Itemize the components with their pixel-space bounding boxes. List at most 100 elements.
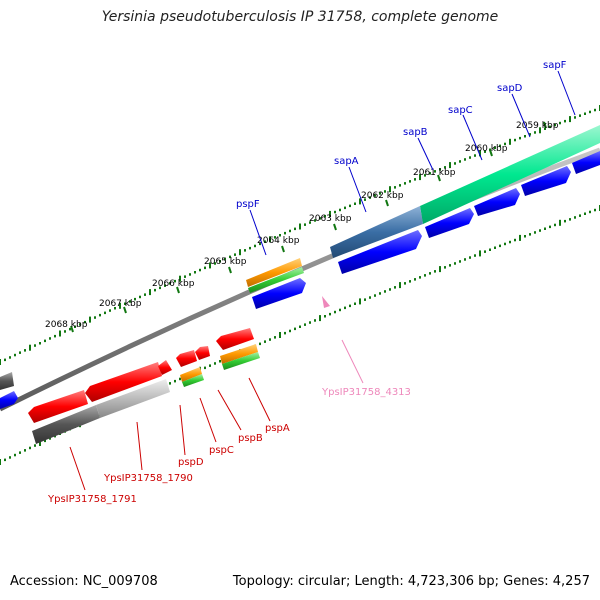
scale-dot <box>169 382 171 385</box>
scale-dot <box>289 329 291 333</box>
scale-dot <box>319 217 321 220</box>
cds-arrow[interactable] <box>195 346 210 360</box>
gene-label-pspA[interactable]: pspA <box>265 423 290 434</box>
scale-dot <box>234 253 236 256</box>
gene-block[interactable] <box>248 267 304 293</box>
cds-arrow[interactable] <box>158 360 172 375</box>
gene-block[interactable] <box>182 374 204 387</box>
scale-dot <box>384 290 386 293</box>
scale-dot <box>379 192 381 195</box>
scale-dot <box>169 282 171 285</box>
cds-arrow[interactable] <box>338 230 422 274</box>
scale-dot <box>19 451 21 454</box>
tick-label: 2066 kbp <box>152 279 195 289</box>
cds-arrow[interactable] <box>425 208 474 238</box>
gene-block[interactable] <box>420 125 600 224</box>
scale-dot <box>214 262 216 265</box>
scale-dot <box>414 178 416 181</box>
cds-arrow[interactable] <box>521 166 571 196</box>
gene-label-sapC[interactable]: sapC <box>448 105 473 116</box>
reverse-cds-track <box>28 328 254 423</box>
scale-dot <box>274 336 276 339</box>
scale-dot <box>29 344 31 351</box>
scale-dot <box>449 264 451 267</box>
gene-label-pspD[interactable]: pspD <box>178 457 204 468</box>
scale-dot <box>24 449 26 452</box>
scale-dot <box>429 272 431 275</box>
scale-dot <box>549 125 551 129</box>
scale-dot <box>424 174 426 177</box>
cds-arrow[interactable] <box>85 362 162 402</box>
scale-dot <box>344 206 346 210</box>
gene-label-YpsIP31758_4313[interactable]: YpsIP31758_4313 <box>321 387 411 398</box>
gene-block[interactable] <box>246 258 302 287</box>
gene-block[interactable] <box>32 405 100 444</box>
scale-dot <box>394 286 396 289</box>
scale-dot <box>504 142 506 146</box>
scale-dot <box>219 260 221 263</box>
gene-block[interactable] <box>96 379 170 418</box>
scale-dot <box>319 315 321 322</box>
inner-scale-dots <box>0 205 600 465</box>
cds-arrow[interactable] <box>216 328 254 350</box>
scale-dot <box>459 260 461 263</box>
scale-dot <box>34 444 36 447</box>
scale-dot <box>589 210 591 214</box>
scale-dot <box>164 284 166 287</box>
gene-label-YpsIP31758_1791[interactable]: YpsIP31758_1791 <box>47 494 137 505</box>
cds-arrow[interactable] <box>252 278 306 309</box>
scale-dot <box>524 235 526 238</box>
scale-dot <box>64 330 66 333</box>
gene-block[interactable] <box>330 206 423 258</box>
cds-arrow[interactable] <box>474 188 520 216</box>
scale-dot <box>329 312 331 316</box>
scale-dot <box>299 223 301 230</box>
gene-label-sapA[interactable]: sapA <box>334 156 359 167</box>
gene-block[interactable] <box>222 352 260 370</box>
scale-dot <box>344 306 346 310</box>
scale-dot <box>274 236 276 239</box>
scale-dot <box>179 275 181 282</box>
tick-label: 2065 kbp <box>204 257 247 267</box>
scale-dot <box>354 302 356 305</box>
gene-block[interactable] <box>180 367 202 382</box>
scale-dot <box>114 307 116 310</box>
scale-dot <box>339 208 341 212</box>
scale-dot <box>49 437 51 440</box>
misc-feature[interactable] <box>322 296 330 308</box>
tick-label: 2059 kbp <box>516 121 559 131</box>
scale-dot <box>244 249 246 252</box>
gene-block[interactable] <box>220 344 258 364</box>
cds-arrow[interactable] <box>572 151 600 174</box>
tick-label: 2063 kbp <box>309 214 352 224</box>
forward-gene-labels: sapF sapD sapC sapB sapA pspF <box>236 60 576 256</box>
gene-label-sapF[interactable]: sapF <box>543 60 567 71</box>
gene-label-sapD[interactable]: sapD <box>497 83 523 94</box>
cds-arrow[interactable] <box>28 390 88 423</box>
scale-dot <box>474 254 476 257</box>
scale-dot <box>249 246 251 250</box>
cds-arrow[interactable] <box>0 391 18 409</box>
scale-dot <box>474 154 476 157</box>
scale-dot <box>464 158 466 161</box>
scale-dot <box>509 138 511 145</box>
gene-label-pspF[interactable]: pspF <box>236 199 260 210</box>
gene-label-pspB[interactable]: pspB <box>238 433 263 444</box>
scale-dot <box>454 262 456 265</box>
scale-dot <box>489 148 491 151</box>
scale-dot <box>414 278 416 281</box>
scale-dot <box>99 313 101 317</box>
scale-dot <box>294 327 296 331</box>
gene-label-sapB[interactable]: sapB <box>403 127 428 138</box>
cds-arrow[interactable] <box>176 350 197 367</box>
gene-block[interactable] <box>0 372 14 390</box>
tick-mark <box>437 174 441 182</box>
scale-dot <box>389 186 391 193</box>
scale-dot <box>209 262 211 269</box>
scale-dot <box>574 116 576 119</box>
gene-label-YpsIP31758_1790[interactable]: YpsIP31758_1790 <box>103 473 193 484</box>
scale-dot <box>434 170 436 173</box>
scale-dot <box>174 379 176 383</box>
gene-label-pspC[interactable]: pspC <box>209 445 234 456</box>
